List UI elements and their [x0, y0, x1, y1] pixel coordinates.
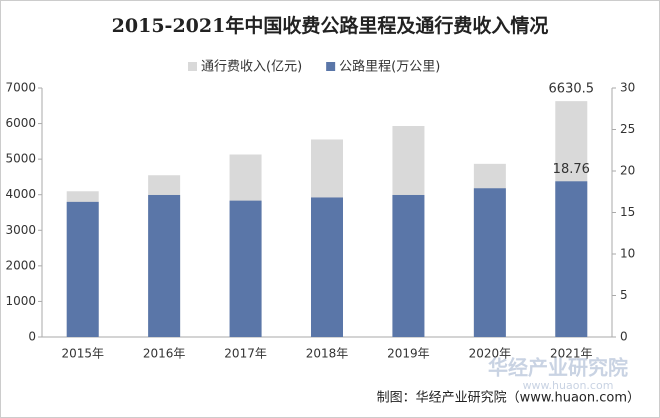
- source-note: 制图：华经产业研究院（www.huaon.com）: [377, 391, 640, 406]
- y-tick-label: 6000: [5, 116, 36, 130]
- chart-title: 2015-2021年中国收费公路里程及通行费收入情况: [112, 14, 549, 37]
- watermark: 华经产业研究院: [488, 356, 628, 380]
- legend-swatch: [326, 62, 336, 71]
- data-label: 18.76: [553, 162, 590, 177]
- x-tick-label: 2015年: [61, 347, 104, 361]
- legend-label: 公路里程(万公里): [339, 59, 440, 75]
- data-label: 6630.5: [549, 82, 595, 97]
- x-tick-label: 2019年: [387, 347, 430, 361]
- y-tick-label: 7000: [5, 81, 36, 95]
- bar: [555, 181, 588, 337]
- y2-tick-label: 5: [620, 288, 628, 302]
- y-tick-label: 0: [28, 330, 36, 344]
- x-tick-label: 2020年: [469, 347, 512, 361]
- bar: [311, 197, 343, 337]
- legend-label: 通行费收入(亿元): [201, 60, 302, 75]
- y2-tick-label: 25: [620, 122, 635, 136]
- x-tick-label: 2021年: [550, 347, 593, 361]
- y-tick-label: 2000: [5, 258, 36, 272]
- y-tick-label: 1000: [5, 294, 36, 308]
- y-tick-label: 4000: [5, 187, 36, 201]
- watermark-url: www.huaon.com: [523, 379, 614, 392]
- y2-tick-label: 30: [620, 81, 635, 95]
- bar: [392, 194, 425, 337]
- y2-tick-label: 10: [620, 247, 635, 261]
- x-tick-label: 2018年: [306, 347, 349, 361]
- y2-tick-label: 0: [620, 330, 628, 344]
- y2-tick-label: 15: [620, 205, 635, 219]
- x-tick-label: 2017年: [224, 347, 267, 361]
- x-tick-label: 2016年: [143, 347, 186, 361]
- bar: [229, 200, 262, 337]
- bar: [473, 188, 506, 337]
- bar: [66, 201, 99, 337]
- y2-tick-label: 20: [620, 164, 635, 178]
- legend-swatch: [188, 62, 197, 71]
- y-tick-label: 3000: [5, 223, 36, 237]
- y-tick-label: 5000: [5, 152, 36, 166]
- bar: [148, 194, 181, 337]
